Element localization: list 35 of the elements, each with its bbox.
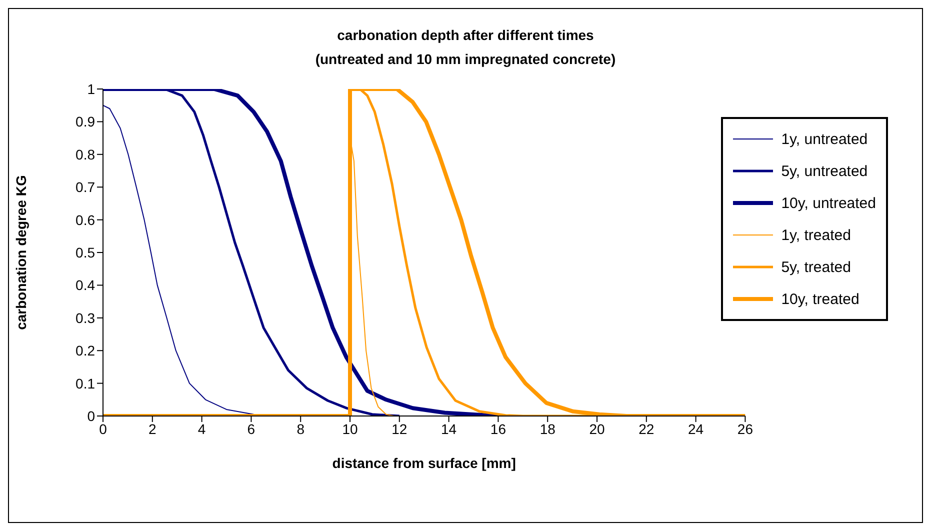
x-tick-label: 6 <box>247 420 256 437</box>
legend-label: 10y, untreated <box>781 194 876 212</box>
y-axis-title: carbonation degree KG <box>12 174 29 330</box>
y-tick-label: 0.8 <box>76 146 96 162</box>
x-tick-label: 18 <box>540 420 556 437</box>
x-tick-label: 26 <box>737 420 754 437</box>
legend-label: 1y, treated <box>781 226 851 244</box>
chart-title: carbonation depth after different times <box>336 26 595 45</box>
legend-label: 5y, treated <box>781 258 851 276</box>
legend-label: 1y, untreated <box>781 130 868 148</box>
legend-label: 10y, treated <box>781 290 860 308</box>
y-tick-label: 0.9 <box>76 114 96 130</box>
x-tick-label: 10 <box>342 420 358 437</box>
legend-label: 5y, untreated <box>781 162 868 180</box>
y-tick-label: 1 <box>87 80 96 97</box>
x-tick-label: 24 <box>688 420 704 437</box>
y-tick-label: 0.7 <box>76 179 96 196</box>
y-tick-label: 0.1 <box>76 375 96 392</box>
y-tick-label: 0.5 <box>76 244 96 260</box>
x-tick-label: 16 <box>490 420 506 437</box>
y-tick-label: 0.4 <box>76 277 96 294</box>
chart-subtitle: (untreated and 10 mm impregnated concrete) <box>314 50 617 69</box>
y-tick-label: 0.3 <box>76 310 96 326</box>
x-tick-label: 8 <box>296 420 305 437</box>
x-tick-label: 14 <box>441 420 457 437</box>
x-tick-label: 20 <box>589 420 605 437</box>
x-tick-label: 0 <box>99 420 108 437</box>
x-tick-label: 4 <box>198 420 206 437</box>
x-tick-label: 12 <box>392 420 408 437</box>
y-tick-label: 0.6 <box>76 212 96 228</box>
y-tick-label: 0 <box>87 408 96 424</box>
x-tick-label: 22 <box>638 420 654 437</box>
x-tick-label: 2 <box>148 420 156 437</box>
x-axis-title: distance from surface [mm] <box>332 455 516 471</box>
y-tick-label: 0.2 <box>76 342 96 359</box>
